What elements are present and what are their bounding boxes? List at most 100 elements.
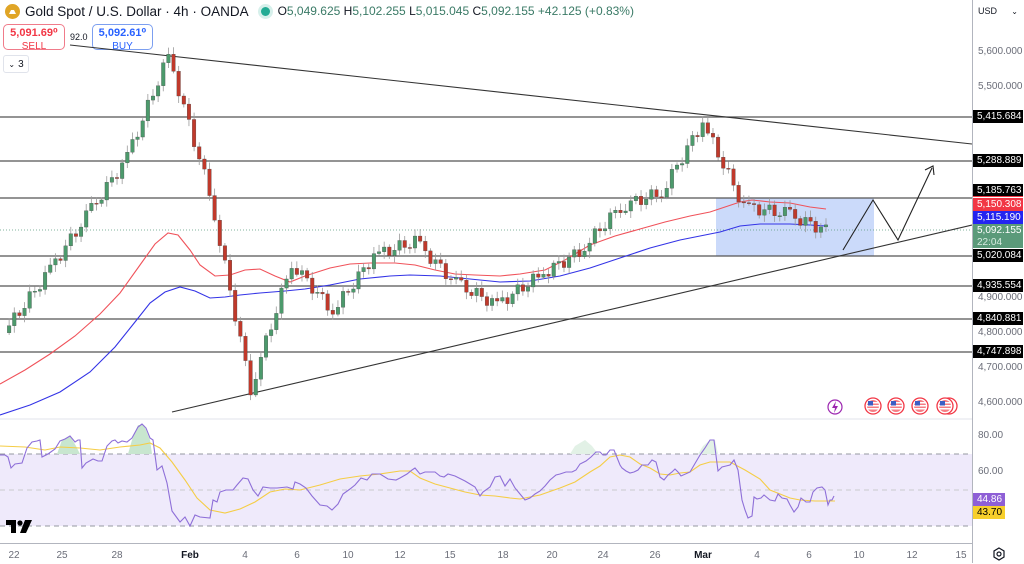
candle[interactable] bbox=[608, 212, 613, 229]
candle[interactable] bbox=[649, 189, 654, 200]
candle[interactable] bbox=[53, 258, 58, 266]
candle[interactable] bbox=[680, 163, 685, 166]
candle[interactable] bbox=[63, 245, 68, 261]
candle[interactable] bbox=[264, 335, 268, 358]
candle[interactable] bbox=[284, 278, 289, 289]
candle[interactable] bbox=[371, 253, 376, 270]
candle[interactable] bbox=[623, 210, 628, 213]
candle[interactable] bbox=[731, 168, 736, 186]
candle[interactable] bbox=[675, 164, 679, 170]
candle[interactable] bbox=[603, 228, 608, 232]
candle[interactable] bbox=[202, 158, 207, 170]
candle[interactable] bbox=[269, 329, 274, 336]
candle[interactable] bbox=[12, 312, 17, 326]
candle[interactable] bbox=[356, 271, 361, 290]
candle[interactable] bbox=[562, 261, 566, 268]
candle[interactable] bbox=[808, 217, 813, 222]
candle[interactable] bbox=[248, 360, 253, 396]
candle[interactable] bbox=[654, 189, 659, 197]
candle[interactable] bbox=[279, 287, 284, 314]
candle[interactable] bbox=[407, 247, 412, 249]
candle[interactable] bbox=[79, 226, 84, 237]
candle[interactable] bbox=[192, 119, 197, 147]
candle[interactable] bbox=[510, 293, 515, 304]
candle[interactable] bbox=[685, 145, 690, 164]
candle[interactable] bbox=[310, 277, 315, 294]
candle[interactable] bbox=[644, 199, 649, 205]
candle[interactable] bbox=[48, 264, 53, 273]
candle[interactable] bbox=[690, 135, 695, 146]
candle[interactable] bbox=[228, 260, 232, 291]
candle[interactable] bbox=[392, 250, 397, 256]
candle[interactable] bbox=[526, 286, 530, 292]
candle[interactable] bbox=[294, 268, 299, 275]
candle[interactable] bbox=[289, 268, 294, 280]
candle[interactable] bbox=[618, 210, 623, 213]
candle[interactable] bbox=[454, 277, 459, 280]
candle[interactable] bbox=[515, 284, 520, 295]
candle[interactable] bbox=[705, 122, 710, 134]
symbol-title[interactable]: Gold Spot / U.S. Dollar · 4h · OANDA bbox=[25, 3, 249, 19]
price-chart[interactable] bbox=[0, 0, 972, 543]
candle[interactable] bbox=[490, 298, 495, 306]
candle[interactable] bbox=[736, 185, 741, 203]
candle[interactable] bbox=[120, 162, 125, 179]
candle[interactable] bbox=[89, 203, 94, 211]
candle[interactable] bbox=[320, 292, 325, 295]
candle[interactable] bbox=[402, 240, 407, 248]
candle[interactable] bbox=[598, 228, 602, 232]
candle[interactable] bbox=[140, 120, 145, 138]
us-flag-event-icon[interactable] bbox=[864, 397, 882, 415]
us-flag-event-icon[interactable] bbox=[911, 397, 929, 415]
candle[interactable] bbox=[664, 188, 669, 198]
candle[interactable] bbox=[361, 267, 366, 272]
candle[interactable] bbox=[741, 201, 746, 204]
settings-gear-icon[interactable] bbox=[992, 547, 1006, 561]
candle[interactable] bbox=[99, 199, 104, 204]
candle[interactable] bbox=[813, 221, 818, 233]
candle[interactable] bbox=[772, 204, 777, 216]
candle[interactable] bbox=[567, 256, 572, 268]
candle[interactable] bbox=[212, 195, 217, 221]
candle[interactable] bbox=[130, 139, 135, 153]
candle[interactable] bbox=[222, 245, 227, 261]
candle[interactable] bbox=[151, 95, 155, 101]
candle[interactable] bbox=[757, 204, 762, 216]
candle[interactable] bbox=[587, 242, 592, 252]
candle[interactable] bbox=[377, 251, 381, 254]
candle[interactable] bbox=[94, 203, 99, 205]
candle[interactable] bbox=[613, 210, 618, 213]
sell-button[interactable]: 5,091.69⁰ SELL bbox=[3, 24, 65, 52]
candle[interactable] bbox=[84, 210, 89, 228]
currency-selector[interactable]: USD ⌄ bbox=[974, 2, 1022, 20]
candle[interactable] bbox=[726, 168, 731, 170]
candle[interactable] bbox=[387, 246, 392, 256]
candle[interactable] bbox=[428, 250, 433, 264]
candle[interactable] bbox=[330, 310, 335, 315]
candle[interactable] bbox=[551, 262, 556, 277]
candle[interactable] bbox=[233, 290, 238, 322]
candle[interactable] bbox=[531, 273, 536, 288]
candle[interactable] bbox=[628, 200, 633, 212]
candle[interactable] bbox=[788, 207, 792, 210]
us-flag-multiple-events-icon[interactable] bbox=[936, 397, 958, 415]
candle[interactable] bbox=[145, 99, 150, 122]
candle[interactable] bbox=[464, 279, 469, 293]
descending-trendline[interactable] bbox=[69, 44, 972, 145]
candle[interactable] bbox=[166, 54, 171, 63]
candlesticks[interactable] bbox=[7, 47, 828, 401]
candle[interactable] bbox=[716, 136, 721, 158]
candle[interactable] bbox=[197, 146, 202, 160]
candle[interactable] bbox=[438, 259, 443, 264]
candle[interactable] bbox=[325, 293, 330, 311]
candle[interactable] bbox=[541, 274, 546, 278]
candle[interactable] bbox=[161, 62, 166, 86]
candle[interactable] bbox=[68, 233, 73, 247]
candle[interactable] bbox=[27, 291, 32, 309]
candle[interactable] bbox=[659, 196, 664, 198]
candle[interactable] bbox=[577, 249, 582, 257]
candle[interactable] bbox=[186, 103, 191, 120]
candle[interactable] bbox=[479, 288, 484, 297]
candle[interactable] bbox=[418, 235, 423, 242]
candle[interactable] bbox=[315, 292, 320, 294]
